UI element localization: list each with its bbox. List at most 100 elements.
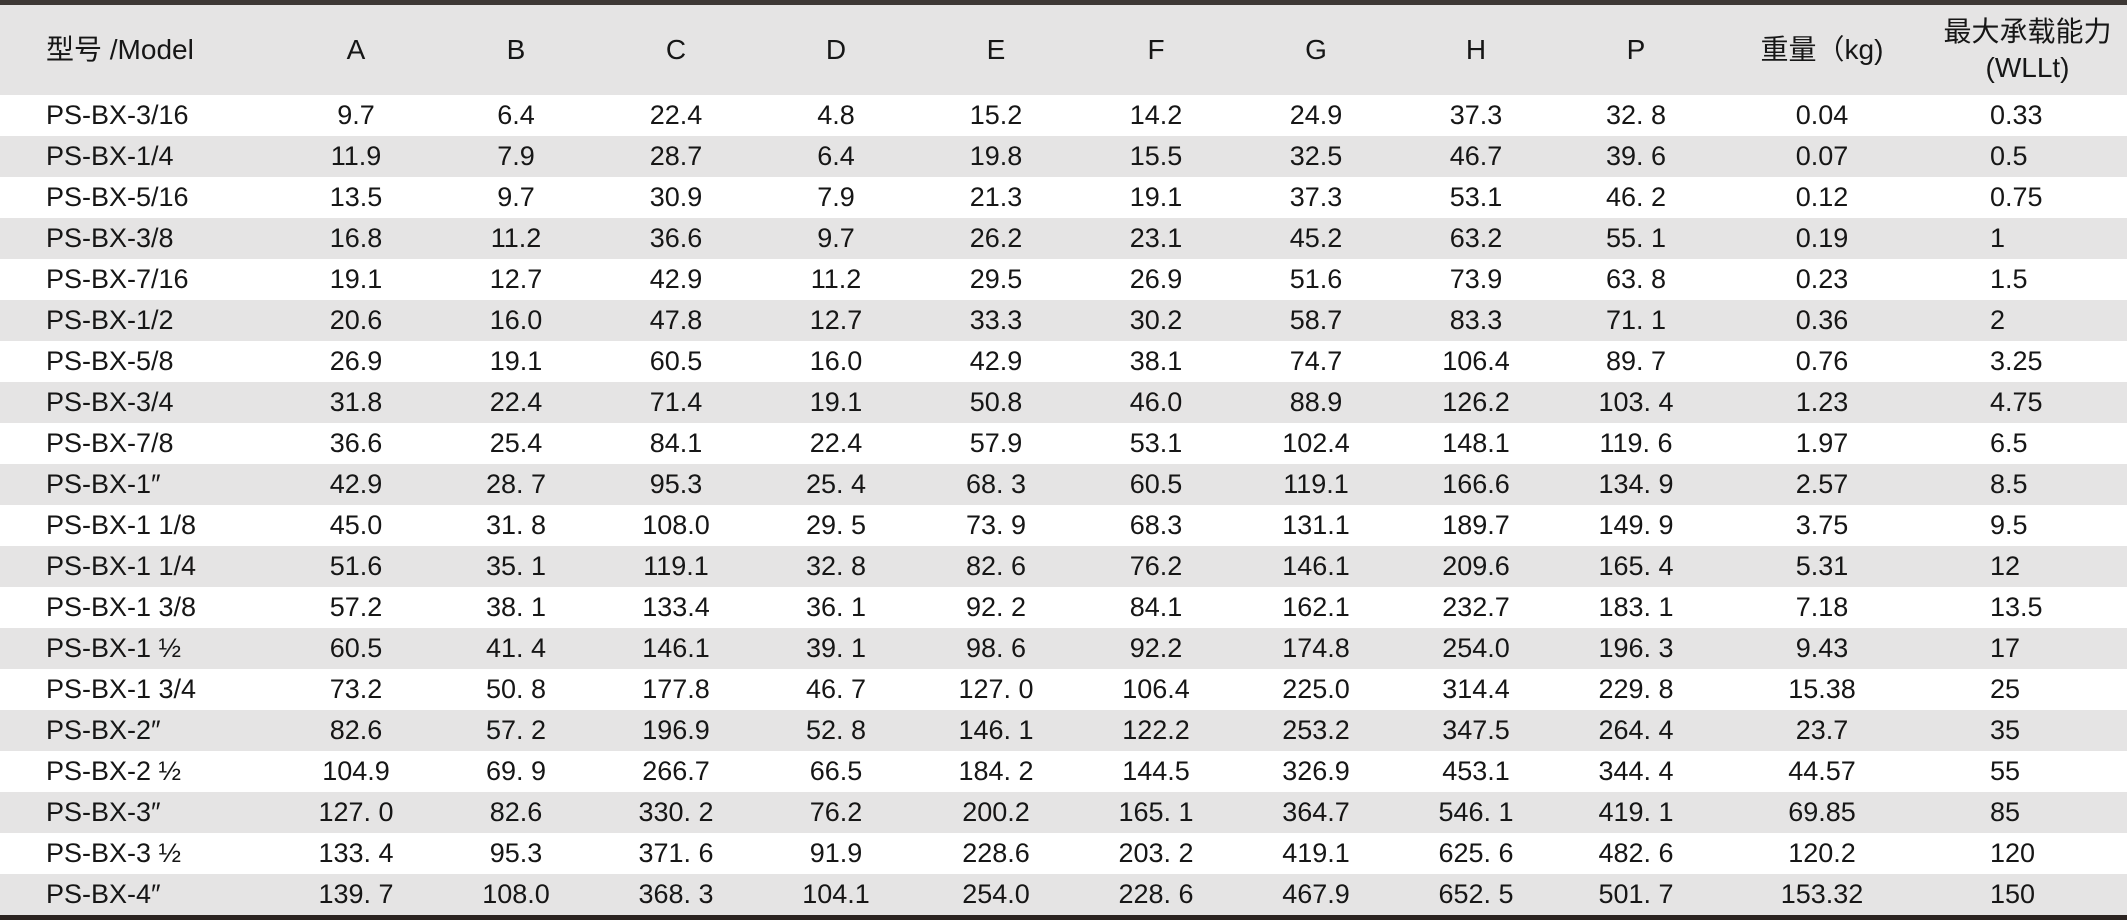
cell-H: 453.1	[1442, 756, 1510, 786]
cell-wll: 150	[1990, 879, 2036, 909]
cell-E: 127. 0	[958, 674, 1034, 704]
cell-F: 15.5	[1129, 141, 1183, 171]
cell-C: 95.3	[649, 469, 703, 499]
cell-wll: 12	[1990, 551, 2021, 581]
cell-G: 32.5	[1289, 141, 1343, 171]
cell-H: 232.7	[1442, 592, 1510, 622]
cell-G: 51.6	[1289, 264, 1343, 294]
cell-B: 31. 8	[485, 510, 547, 540]
cell-P: 39. 6	[1605, 141, 1667, 171]
cell-G: 119.1	[1283, 469, 1349, 499]
cell-D: 6.4	[817, 141, 855, 171]
column-header-sublabel: (WLLt)	[1985, 52, 2070, 83]
cell-A: 139. 7	[318, 879, 394, 909]
cell-B: 16.0	[489, 305, 543, 335]
cell-A: 9.7	[337, 100, 375, 130]
cell-B: 6.4	[497, 100, 535, 130]
cell-C: 133.4	[642, 592, 710, 622]
column-header-B: B	[436, 5, 596, 95]
cell-H: 148.1	[1442, 428, 1510, 458]
table-row: PS-BX-2 ½ 104.9 69. 9 266.7 66.5 184. 2 144.5 3…	[0, 751, 2127, 792]
cell-F: 92.2	[1129, 633, 1183, 663]
cell-H: 546. 1	[1438, 797, 1514, 827]
cell-weight: 0.04	[1795, 100, 1849, 130]
cell-H: 73.9	[1449, 264, 1503, 294]
cell-weight: 1.23	[1795, 387, 1849, 417]
cell-model: PS-BX-2″	[46, 715, 161, 745]
column-header-H: H	[1396, 5, 1556, 95]
cell-B: 35. 1	[485, 551, 547, 581]
table-row: PS-BX-5/16 13.5 9.7 30.9 7.9 21.3 19.1 37.3 53.1…	[0, 177, 2127, 218]
cell-D: 66.5	[809, 756, 863, 786]
cell-G: 364.7	[1282, 797, 1350, 827]
cell-A: 57.2	[329, 592, 383, 622]
cell-D: 32. 8	[805, 551, 867, 581]
column-header-model: 型号 /Model	[0, 5, 276, 95]
cell-model: PS-BX-3/8	[46, 223, 174, 253]
cell-D: 104.1	[802, 879, 870, 909]
cell-D: 29. 5	[805, 510, 867, 540]
cell-B: 50. 8	[485, 674, 547, 704]
cell-D: 7.9	[817, 182, 855, 212]
cell-weight: 69.85	[1788, 797, 1856, 827]
cell-H: 209.6	[1442, 551, 1510, 581]
cell-B: 95.3	[489, 838, 543, 868]
cell-wll: 8.5	[1990, 469, 2028, 499]
cell-E: 73. 9	[965, 510, 1027, 540]
cell-P: 71. 1	[1605, 305, 1667, 335]
cell-model: PS-BX-1 1/4	[46, 551, 197, 581]
column-header-label: C	[665, 33, 687, 65]
table-row: PS-BX-1 1/8 45.0 31. 8 108.0 29. 5 73. 9 68.3 1…	[0, 505, 2127, 546]
cell-F: 38.1	[1129, 346, 1183, 376]
cell-E: 29.5	[969, 264, 1023, 294]
cell-E: 200.2	[962, 797, 1030, 827]
cell-P: 501. 7	[1598, 879, 1674, 909]
cell-A: 36.6	[329, 428, 383, 458]
cell-D: 76.2	[809, 797, 863, 827]
cell-A: 19.1	[329, 264, 383, 294]
column-header-label: 最大承载能力	[1943, 15, 2112, 47]
cell-F: 84.1	[1129, 592, 1183, 622]
cell-wll: 9.5	[1990, 510, 2028, 540]
cell-B: 7.9	[497, 141, 535, 171]
column-header-E: E	[916, 5, 1076, 95]
cell-model: PS-BX-7/16	[46, 264, 189, 294]
cell-H: 46.7	[1449, 141, 1503, 171]
cell-P: 46. 2	[1605, 182, 1667, 212]
cell-A: 31.8	[329, 387, 383, 417]
cell-C: 371. 6	[638, 838, 714, 868]
cell-G: 146.1	[1282, 551, 1350, 581]
cell-model: PS-BX-1 3/4	[46, 674, 197, 704]
cell-H: 652. 5	[1438, 879, 1514, 909]
cell-H: 166.6	[1442, 469, 1510, 499]
cell-wll: 25	[1990, 674, 2021, 704]
cell-weight: 0.07	[1795, 141, 1849, 171]
cell-D: 52. 8	[805, 715, 867, 745]
cell-weight: 2.57	[1795, 469, 1849, 499]
cell-wll: 17	[1990, 633, 2021, 663]
cell-weight: 0.36	[1795, 305, 1849, 335]
cell-wll: 1.5	[1990, 264, 2028, 294]
cell-C: 266.7	[642, 756, 710, 786]
cell-E: 33.3	[969, 305, 1023, 335]
cell-A: 20.6	[329, 305, 383, 335]
cell-P: 119. 6	[1599, 428, 1673, 458]
cell-H: 347.5	[1442, 715, 1510, 745]
cell-C: 36.6	[649, 223, 703, 253]
cell-B: 108.0	[482, 879, 550, 909]
column-header-label: D	[825, 33, 847, 65]
cell-E: 50.8	[969, 387, 1023, 417]
column-header-D: D	[756, 5, 916, 95]
cell-G: 58.7	[1289, 305, 1343, 335]
table-row: PS-BX-2″ 82.6 57. 2 196.9 52. 8 146. 1 122.2 25…	[0, 710, 2127, 751]
cell-wll: 6.5	[1990, 428, 2028, 458]
cell-A: 82.6	[329, 715, 383, 745]
cell-F: 144.5	[1122, 756, 1190, 786]
table-row: PS-BX-1 3/4 73.2 50. 8 177.8 46. 7 127. 0 106.…	[0, 669, 2127, 710]
cell-wll: 4.75	[1990, 387, 2043, 417]
table-row: PS-BX-7/8 36.6 25.4 84.1 22.4 57.9 53.1 102.4 14…	[0, 423, 2127, 464]
cell-H: 314.4	[1442, 674, 1510, 704]
column-header-A: A	[276, 5, 436, 95]
cell-weight: 0.76	[1795, 346, 1849, 376]
cell-model: PS-BX-5/16	[46, 182, 189, 212]
